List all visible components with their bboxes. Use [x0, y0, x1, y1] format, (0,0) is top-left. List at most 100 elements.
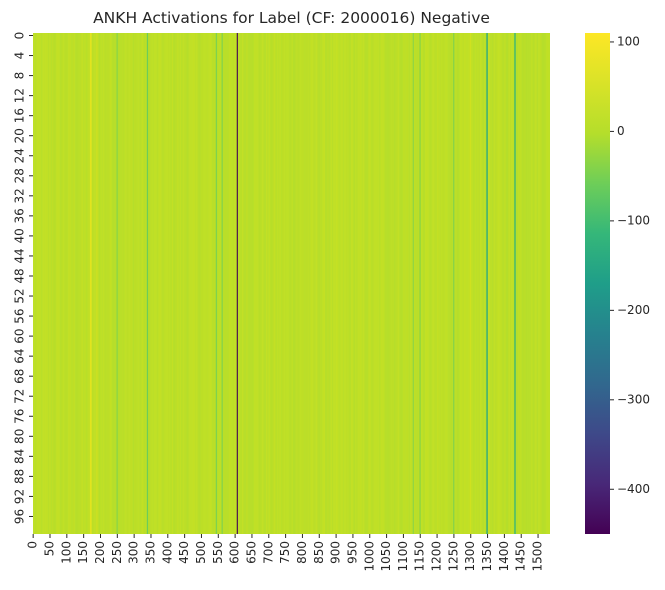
heatmap-texture-band [391, 33, 393, 534]
x-tick-label: 250 [110, 541, 124, 564]
heatmap-texture-band [474, 33, 477, 534]
heatmap-texture-band [82, 33, 85, 534]
y-tick-label: 64 [13, 349, 27, 364]
heatmap-texture-band [377, 33, 380, 534]
y-tick-label: 36 [13, 208, 27, 223]
heatmap-texture-band [337, 33, 339, 534]
heatmap-texture-band [57, 33, 59, 534]
heatmap-texture-band [55, 33, 58, 534]
heatmap-texture-band [186, 33, 189, 534]
heatmap-texture-band [202, 33, 205, 534]
heatmap-texture-band [438, 33, 440, 534]
heatmap-texture-band [276, 33, 279, 534]
heatmap-texture-band [423, 33, 426, 534]
heatmap-texture-band [300, 33, 303, 534]
heatmap-texture-band [251, 33, 253, 534]
heatmap-texture-band [69, 33, 71, 534]
heatmap-texture-band [35, 33, 38, 534]
heatmap-texture-band [234, 33, 237, 534]
heatmap-texture-band [352, 33, 354, 534]
heatmap-texture-band [379, 33, 381, 534]
heatmap-texture-band [290, 33, 292, 534]
heatmap-texture-band [512, 33, 514, 534]
y-tick-label: 24 [13, 148, 27, 163]
heatmap-texture-band [100, 33, 102, 534]
heatmap-texture-band [195, 33, 198, 534]
heatmap-texture-band [304, 33, 307, 534]
heatmap-texture-band [53, 33, 55, 534]
heatmap-texture-band [430, 33, 432, 534]
heatmap-texture-band [72, 33, 74, 534]
heatmap-texture-band [107, 33, 109, 534]
x-tick-label: 1500 [531, 541, 545, 572]
heatmap-column-stripe [90, 33, 92, 534]
heatmap-texture-band [120, 33, 123, 534]
heatmap-texture-band [111, 33, 113, 534]
colorbar-tick-label: −200 [617, 303, 650, 317]
heatmap-texture-band [440, 33, 443, 534]
heatmap-texture-band [364, 33, 366, 534]
y-tick-label: 52 [13, 288, 27, 303]
heatmap-texture-band [449, 33, 451, 534]
heatmap-texture-band [201, 33, 203, 534]
heatmap-texture-band [33, 33, 35, 534]
heatmap-texture-band [458, 33, 461, 534]
heatmap-column-stripe [412, 33, 414, 534]
heatmap-texture-band [155, 33, 158, 534]
heatmap-texture-band [284, 33, 287, 534]
heatmap-texture-band [484, 33, 486, 534]
heatmap-texture-band [295, 33, 298, 534]
heatmap-texture-band [407, 33, 409, 534]
heatmap-texture-band [318, 33, 321, 534]
heatmap-texture-band [422, 33, 424, 534]
heatmap-texture-band [415, 33, 418, 534]
heatmap-texture-band [203, 33, 206, 534]
heatmap-texture-band [395, 33, 397, 534]
heatmap-texture-band [470, 33, 473, 534]
heatmap-texture-band [517, 33, 520, 534]
heatmap-texture-band [178, 33, 181, 534]
heatmap-texture-band [408, 33, 411, 534]
heatmap-texture-band [160, 33, 163, 534]
heatmap-texture-band [339, 33, 342, 534]
heatmap-texture-band [90, 33, 93, 534]
heatmap-texture-band [548, 33, 550, 534]
heatmap-texture-band [170, 33, 172, 534]
heatmap-column-stripe [146, 33, 149, 534]
heatmap-texture-band [528, 33, 531, 534]
heatmap-texture-band [361, 33, 364, 534]
heatmap-texture-band [400, 33, 403, 534]
x-tick-label: 50 [42, 541, 56, 556]
heatmap-texture-band [514, 33, 517, 534]
heatmap-texture-band [267, 33, 269, 534]
heatmap-texture-band [189, 33, 191, 534]
heatmap-texture-band [222, 33, 225, 534]
heatmap-texture-band [38, 33, 41, 534]
heatmap-texture-band [185, 33, 187, 534]
heatmap-texture-band [341, 33, 343, 534]
heatmap-texture-band [368, 33, 370, 534]
heatmap-texture-band [454, 33, 457, 534]
heatmap-texture-band [68, 33, 70, 534]
heatmap-texture-band [450, 33, 453, 534]
heatmap-texture-band [109, 33, 112, 534]
heatmap-texture-band [462, 33, 465, 534]
heatmap-texture-band [283, 33, 286, 534]
heatmap-texture-band [253, 33, 256, 534]
heatmap-texture-band [455, 33, 458, 534]
heatmap-texture-band [206, 33, 209, 534]
heatmap-texture-band [150, 33, 152, 534]
heatmap-texture-band [224, 33, 226, 534]
heatmap-texture-band [346, 33, 349, 534]
y-tick-label: 56 [13, 308, 27, 323]
heatmap-texture-band [255, 33, 257, 534]
heatmap-texture-band [275, 33, 277, 534]
heatmap-texture-band [504, 33, 506, 534]
heatmap-texture-band [349, 33, 352, 534]
heatmap-texture-band [500, 33, 502, 534]
heatmap-texture-band [418, 33, 420, 534]
y-tick-label: 0 [13, 32, 27, 40]
heatmap-texture-band [505, 33, 508, 534]
x-tick-label: 1000 [362, 541, 376, 572]
x-tick-label: 700 [261, 541, 275, 564]
